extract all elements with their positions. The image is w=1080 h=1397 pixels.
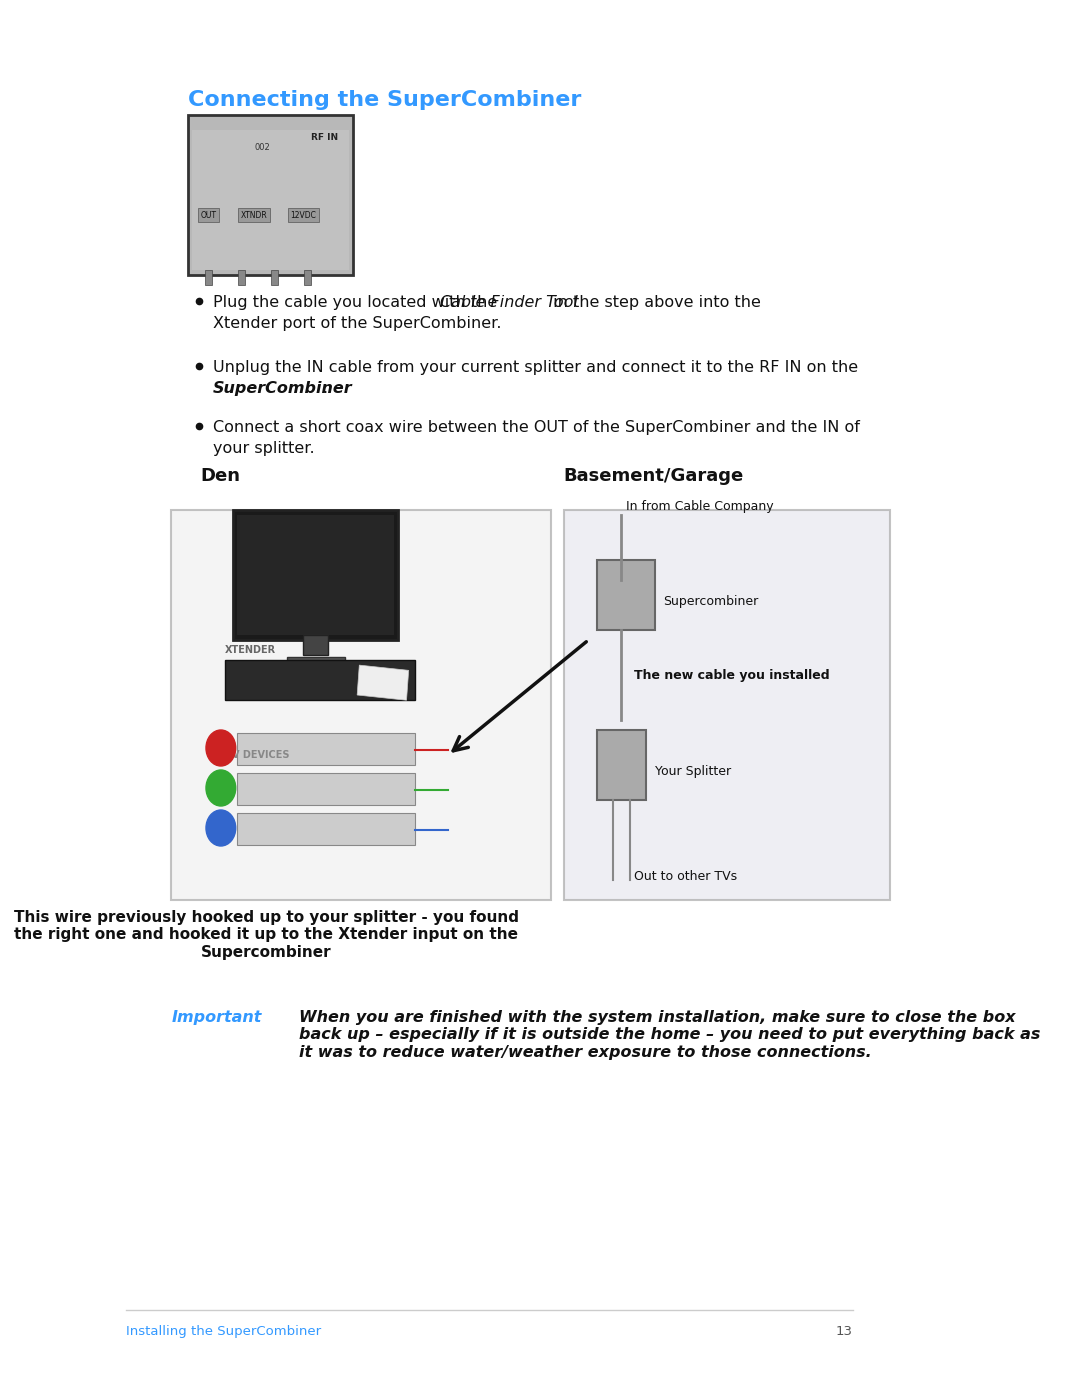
Text: Installing the SuperCombiner: Installing the SuperCombiner [126, 1324, 321, 1338]
Bar [303, 636, 328, 655]
Text: .: . [322, 381, 327, 395]
Bar [238, 515, 394, 636]
Text: Connecting the SuperCombiner: Connecting the SuperCombiner [188, 89, 581, 110]
Bar [357, 665, 408, 700]
Text: Supercombiner: Supercombiner [663, 595, 758, 608]
Bar [205, 270, 212, 285]
Bar [192, 130, 349, 270]
Text: Connect a short coax wire between the OUT of the SuperCombiner and the IN of: Connect a short coax wire between the OU… [213, 420, 860, 434]
Text: This wire previously hooked up to your splitter - you found
the right one and ho: This wire previously hooked up to your s… [14, 909, 518, 960]
Text: Unplug the IN cable from your current splitter and connect it to the RF IN on th: Unplug the IN cable from your current sp… [213, 360, 858, 374]
Text: 002: 002 [254, 142, 270, 152]
Bar [225, 659, 415, 700]
Text: your splitter.: your splitter. [213, 441, 314, 455]
Bar [287, 657, 345, 665]
Bar [305, 270, 311, 285]
Text: Cable Finder Tool: Cable Finder Tool [440, 295, 578, 310]
Text: in the step above into the: in the step above into the [548, 295, 760, 310]
Circle shape [206, 770, 235, 806]
Text: Plug the cable you located with the: Plug the cable you located with the [213, 295, 502, 310]
Text: 13: 13 [836, 1324, 853, 1338]
Bar [238, 733, 415, 766]
Circle shape [206, 731, 235, 766]
Bar [239, 270, 245, 285]
Text: Important: Important [172, 1010, 261, 1025]
Text: Out to other TVs: Out to other TVs [634, 870, 737, 883]
Text: Xtender port of the SuperCombiner.: Xtender port of the SuperCombiner. [213, 316, 501, 331]
Bar [188, 115, 353, 275]
Text: When you are finished with the system installation, make sure to close the box
b: When you are finished with the system in… [299, 1010, 1041, 1060]
Text: A/V DEVICES: A/V DEVICES [220, 750, 289, 760]
Text: Den: Den [200, 467, 240, 485]
Text: Basement/Garage: Basement/Garage [564, 467, 744, 485]
Text: Your Splitter: Your Splitter [654, 766, 731, 778]
Text: XTNDR: XTNDR [241, 211, 267, 219]
Bar [564, 510, 890, 900]
Bar [596, 560, 654, 630]
Text: In from Cable Company: In from Cable Company [625, 500, 773, 513]
Bar [238, 813, 415, 845]
Text: RF IN: RF IN [311, 133, 338, 142]
Bar [238, 773, 415, 805]
Text: SuperCombiner: SuperCombiner [213, 381, 352, 395]
Text: 12VDC: 12VDC [291, 211, 316, 219]
Bar [596, 731, 646, 800]
Text: XTENDER: XTENDER [225, 645, 276, 655]
Bar [233, 510, 399, 640]
Circle shape [206, 810, 235, 847]
Bar [271, 270, 278, 285]
Text: The new cable you installed: The new cable you installed [634, 669, 829, 682]
Text: OUT: OUT [201, 211, 216, 219]
Bar [172, 510, 551, 900]
